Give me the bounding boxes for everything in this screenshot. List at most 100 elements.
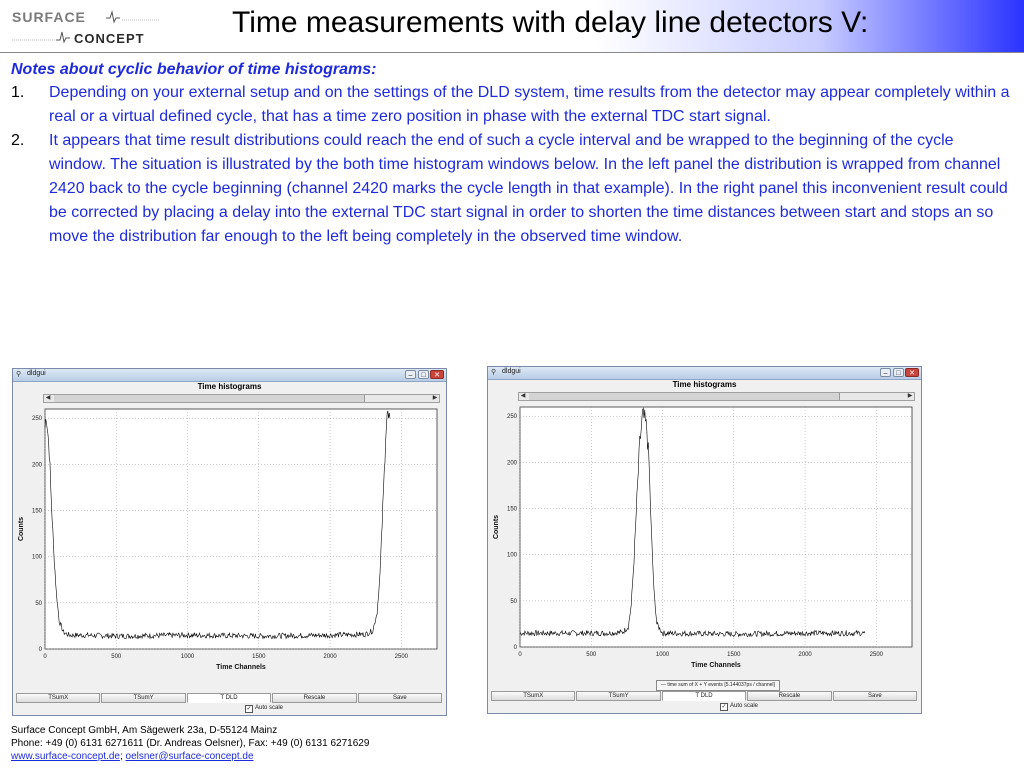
y-axis-label: Counts xyxy=(18,517,25,541)
maximize-button[interactable]: □ xyxy=(418,370,429,379)
y-tick-label: 0 xyxy=(39,647,43,653)
x-tick-label: 2500 xyxy=(395,654,409,660)
histogram-series-line xyxy=(44,410,391,640)
y-tick-label: 200 xyxy=(507,460,518,466)
histogram-chart: 0 500 1000 1500 2000 2500 0 50 100 150 200 250 Time … xyxy=(18,408,438,671)
rescale-button[interactable]: Rescale xyxy=(747,691,832,701)
x-axis-label: Time Channels xyxy=(216,664,266,671)
y-tick-label: 250 xyxy=(32,416,43,422)
legend-label: time sum of X + Y events [5.144037ps / c… xyxy=(667,682,775,688)
window-titlebar[interactable]: ⚲ dldgui – □ ✕ xyxy=(488,367,921,380)
scroll-thumb[interactable] xyxy=(54,395,365,402)
y-tick-label: 50 xyxy=(35,601,42,607)
x-axis-label: Time Channels xyxy=(691,662,741,669)
tdld-button[interactable]: T DLD xyxy=(661,691,747,701)
scroll-right-icon[interactable]: ▶ xyxy=(907,393,913,399)
y-tick-label: 100 xyxy=(32,555,43,561)
tsumx-button[interactable]: TSumX xyxy=(491,691,576,701)
x-tick-label: 2500 xyxy=(870,652,884,658)
tdld-button[interactable]: T DLD xyxy=(186,693,272,703)
note-item: 2. It appears that time result distribut… xyxy=(11,129,1011,249)
scroll-left-icon[interactable]: ◀ xyxy=(520,393,526,399)
note-number: 2. xyxy=(11,132,25,149)
button-row: TSumX TSumY T DLD Rescale Save xyxy=(16,693,443,703)
y-tick-label: 150 xyxy=(507,507,518,513)
maximize-button[interactable]: □ xyxy=(893,368,904,377)
close-button[interactable]: ✕ xyxy=(905,368,919,377)
tsumy-button[interactable]: TSumY xyxy=(576,691,661,701)
autoscale-checkbox[interactable]: ✓ Auto scale xyxy=(245,705,283,713)
checkbox-checked-icon[interactable]: ✓ xyxy=(245,705,253,713)
header-bar xyxy=(0,0,1024,52)
plot-area xyxy=(44,408,438,650)
histogram-series-line xyxy=(519,407,866,638)
save-button[interactable]: Save xyxy=(357,693,443,703)
footer-address: Surface Concept GmbH, Am Sägewerk 23a, D… xyxy=(11,725,278,736)
svg-text:CONCEPT: CONCEPT xyxy=(74,31,145,46)
checkbox-checked-icon[interactable]: ✓ xyxy=(720,703,728,711)
tsumx-button[interactable]: TSumX xyxy=(16,693,101,703)
notes-section: Notes about cyclic behavior of time hist… xyxy=(11,61,1011,249)
note-text: Depending on your external setup and on … xyxy=(49,84,1010,125)
legend-box: — time sum of X + Y events [5.144037ps /… xyxy=(656,680,780,691)
button-row: TSumX TSumY T DLD Rescale Save xyxy=(491,691,918,701)
window-title: dldgui xyxy=(502,368,521,375)
svg-text:SURFACE: SURFACE xyxy=(12,9,86,25)
company-logo: SURFACE CONCEPT xyxy=(12,9,160,46)
minimize-button[interactable]: – xyxy=(880,368,891,377)
app-icon: ⚲ xyxy=(16,371,22,378)
footer: Surface Concept GmbH, Am Sägewerk 23a, D… xyxy=(11,724,369,763)
autoscale-label: Auto scale xyxy=(255,705,284,711)
notes-heading: Notes about cyclic behavior of time hist… xyxy=(11,61,377,78)
x-tick-label: 2000 xyxy=(323,654,337,660)
y-tick-label: 200 xyxy=(32,462,43,468)
minimize-button[interactable]: – xyxy=(405,370,416,379)
x-tick-label: 1500 xyxy=(252,654,266,660)
y-tick-label: 0 xyxy=(514,645,518,651)
y-tick-label: 150 xyxy=(32,509,43,515)
x-tick-label: 1000 xyxy=(181,654,195,660)
header-divider xyxy=(0,52,1024,53)
plot-title: Time histograms xyxy=(672,380,737,389)
x-tick-label: 0 xyxy=(43,654,47,660)
website-link[interactable]: www.surface-concept.de xyxy=(11,751,120,762)
x-tick-label: 500 xyxy=(586,652,597,658)
x-tick-label: 1500 xyxy=(727,652,741,658)
window-title: dldgui xyxy=(27,370,46,377)
tsumy-button[interactable]: TSumY xyxy=(101,693,186,703)
x-tick-label: 1000 xyxy=(656,652,670,658)
email-link[interactable]: oelsner@surface-concept.de xyxy=(125,751,254,762)
x-tick-label: 2000 xyxy=(798,652,812,658)
app-icon: ⚲ xyxy=(491,369,497,376)
note-item: 1. Depending on your external setup and … xyxy=(11,81,1011,129)
footer-links: www.surface-concept.de; oelsner@surface-… xyxy=(11,750,369,763)
histogram-window-right: ⚲ dldgui – □ ✕ Time histograms ◀ ▶ 0 500 1… xyxy=(487,366,922,714)
scroll-right-icon[interactable]: ▶ xyxy=(432,395,438,401)
page-title: Time measurements with delay line detect… xyxy=(232,6,869,39)
footer-contact: Phone: +49 (0) 6131 6271611 (Dr. Andreas… xyxy=(11,738,370,749)
autoscale-label: Auto scale xyxy=(730,703,759,709)
y-tick-label: 100 xyxy=(507,553,518,559)
scroll-thumb[interactable] xyxy=(529,393,840,400)
y-tick-label: 250 xyxy=(507,414,518,420)
note-text: It appears that time result distribution… xyxy=(49,132,1008,245)
x-tick-label: 500 xyxy=(111,654,122,660)
scroll-left-icon[interactable]: ◀ xyxy=(45,395,51,401)
x-tick-label: 0 xyxy=(518,652,522,658)
plot-area xyxy=(519,406,913,648)
save-button[interactable]: Save xyxy=(832,691,918,701)
legend-line-icon: — xyxy=(661,682,666,688)
horizontal-scrollbar[interactable]: ◀ ▶ xyxy=(518,392,915,401)
window-titlebar[interactable]: ⚲ dldgui – □ ✕ xyxy=(13,369,446,382)
histogram-chart: 0 500 1000 1500 2000 2500 0 50 100 150 200 250 Time … xyxy=(493,406,913,669)
plot-title: Time histograms xyxy=(197,382,262,391)
horizontal-scrollbar[interactable]: ◀ ▶ xyxy=(43,394,440,403)
rescale-button[interactable]: Rescale xyxy=(272,693,357,703)
y-tick-label: 50 xyxy=(510,599,517,605)
autoscale-checkbox[interactable]: ✓ Auto scale xyxy=(720,703,758,711)
close-button[interactable]: ✕ xyxy=(430,370,444,379)
note-number: 1. xyxy=(11,84,25,101)
link-separator: ; xyxy=(119,751,126,762)
y-axis-label: Counts xyxy=(493,515,500,539)
histogram-window-left: ⚲ dldgui – □ ✕ Time histograms ◀ ▶ 0 500 1… xyxy=(12,368,447,716)
